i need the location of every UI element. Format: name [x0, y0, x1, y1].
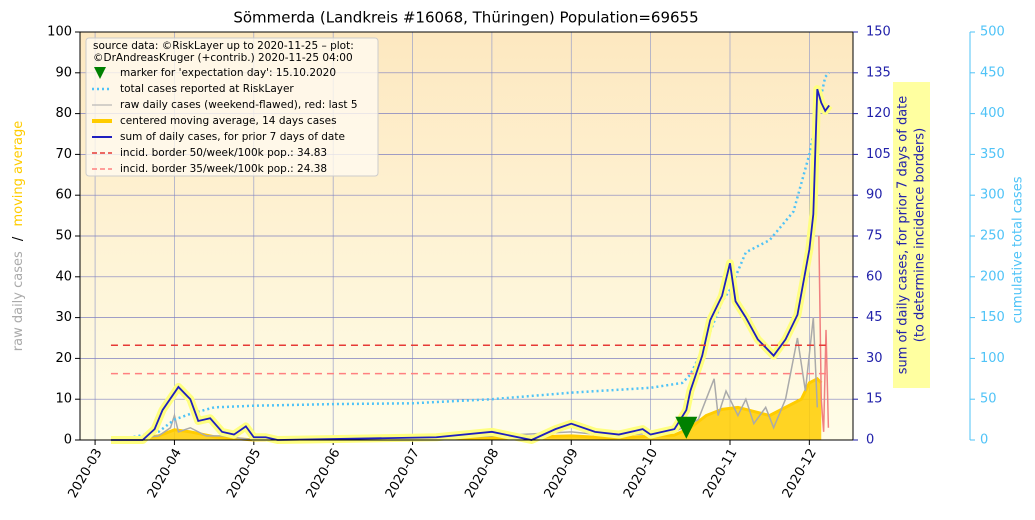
y-tick-label: 40 — [55, 269, 72, 284]
y3-tick-label: 500 — [980, 25, 1005, 40]
y-tick-label: 0 — [64, 433, 72, 448]
legend-label: marker for 'expectation day': 15.10.2020 — [120, 67, 336, 79]
legend: source data: ©RiskLayer up to 2020-11-25… — [85, 37, 379, 177]
y-tick-label: 50 — [55, 229, 72, 244]
area — [118, 378, 822, 440]
y2-tick-label: 15 — [866, 392, 883, 407]
y-tick-label: 60 — [55, 188, 72, 203]
y3-tick-label: 50 — [980, 392, 997, 407]
x-tick-label: 2020-10 — [621, 446, 661, 501]
y-label-part: raw daily cases — [11, 251, 26, 351]
x-tick-label: 2020-07 — [383, 446, 423, 501]
x-tick-label: 2020-09 — [542, 446, 582, 501]
note: ©DrAndreasKruger (+contrib.) 2020-11-25 … — [93, 52, 353, 64]
y3-tick-label: 100 — [980, 351, 1005, 366]
y2-tick-label: 120 — [866, 106, 891, 121]
y2-tick-label: 0 — [866, 433, 874, 448]
y-label-part: / — [11, 236, 26, 241]
x-tick-label: 2020-05 — [224, 446, 264, 501]
y2-label: (to determine incidence borders) — [913, 128, 928, 343]
legend-label: raw daily cases (weekend-flawed), red: l… — [120, 99, 358, 111]
y2-tick-label: 105 — [866, 147, 891, 162]
y-tick-label: 90 — [55, 65, 72, 80]
line — [118, 71, 831, 442]
y-label: raw daily cases / moving average — [11, 121, 26, 351]
x-tick-label: 2020-11 — [700, 446, 740, 501]
y3-tick-label: 250 — [980, 229, 1005, 244]
y3-label: cumulative total cases — [1011, 176, 1026, 323]
y-tick-label: 80 — [55, 106, 72, 121]
x-tick-label: 2020-06 — [304, 446, 344, 501]
y3-tick-label: 350 — [980, 147, 1005, 162]
y3-tick-label: 200 — [980, 269, 1005, 284]
y2-label-box — [893, 82, 930, 388]
chart-title: Sömmerda (Landkreis #16068, Thüringen) P… — [233, 9, 698, 27]
y2-tick-label: 30 — [866, 351, 883, 366]
y-tick-label: 70 — [55, 147, 72, 162]
legend-label: centered moving average, 14 days cases — [120, 115, 337, 127]
legend-label: sum of daily cases, for prior 7 days of … — [120, 131, 345, 143]
x-tick-label: 2020-12 — [780, 446, 820, 501]
y2-tick-label: 60 — [866, 269, 883, 284]
y-tick-label: 30 — [55, 310, 72, 325]
y3-tick-label: 450 — [980, 65, 1005, 80]
legend-box — [85, 37, 379, 177]
legend-marker — [94, 67, 106, 79]
legend-label: incid. border 35/week/100k pop.: 24.38 — [120, 163, 327, 175]
note: source data: ©RiskLayer up to 2020-11-25… — [93, 40, 354, 52]
expectation-marker — [675, 416, 698, 439]
x-tick-label: 2020-08 — [462, 446, 502, 501]
y3-tick-label: 150 — [980, 310, 1005, 325]
y-label-part: moving average — [11, 121, 26, 227]
legend-label: incid. border 50/week/100k pop.: 34.83 — [120, 147, 327, 159]
y3-tick-label: 400 — [980, 106, 1005, 121]
y-tick-label: 10 — [55, 392, 72, 407]
y2-tick-label: 90 — [866, 188, 883, 203]
x-tick-label: 2020-03 — [65, 446, 105, 501]
line — [110, 88, 830, 441]
y2-tick-label: 135 — [866, 65, 891, 80]
y2-tick-label: 75 — [866, 229, 883, 244]
y2-tick-label: 45 — [866, 310, 883, 325]
y-tick-label: 100 — [47, 25, 72, 40]
y-tick-label: 20 — [55, 351, 72, 366]
x-tick-label: 2020-04 — [145, 446, 185, 501]
y2-label: sum of daily cases, for prior 7 days of … — [896, 96, 911, 375]
y2-tick-label: 150 — [866, 25, 891, 40]
y3-tick-label: 300 — [980, 188, 1005, 203]
legend-label: total cases reported at RiskLayer — [120, 83, 294, 95]
y3-tick-label: 0 — [980, 433, 988, 448]
